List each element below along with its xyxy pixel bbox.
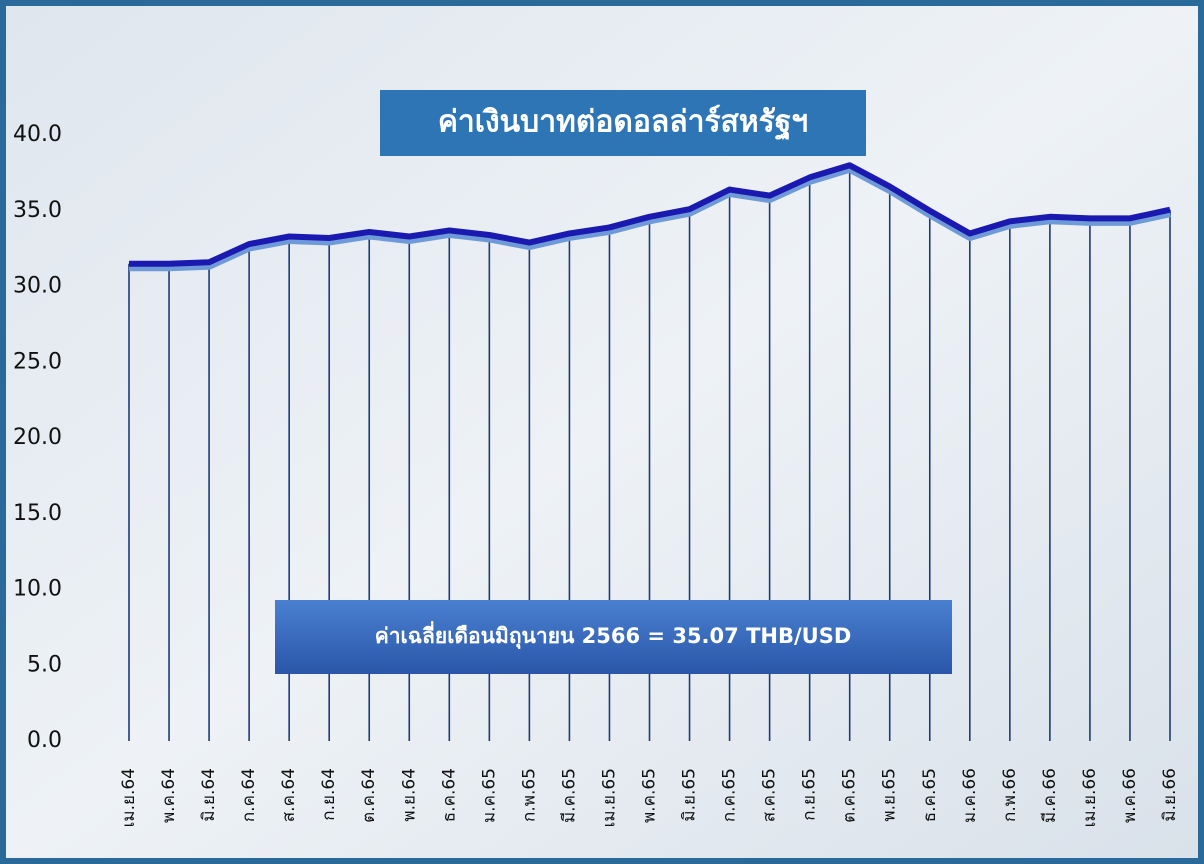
y-tick-label: 15.0 [13,501,62,526]
x-tick-label: พ.ค.65 [640,768,660,823]
x-tick-label: ม.ค.65 [479,768,499,823]
x-tick-label: ก.พ.66 [1000,768,1020,822]
y-tick-label: 5.0 [27,652,62,677]
x-tick-label: ก.ย.64 [319,768,339,821]
y-tick-label: 0.0 [27,728,62,753]
x-tick-label: ส.ค.64 [279,768,299,822]
x-tick-label: เม.ย.65 [599,768,619,827]
x-tick-label: ธ.ค.65 [920,768,940,822]
x-tick-label: ต.ค.65 [840,768,860,823]
x-tick-label: มิ.ย.66 [1160,768,1180,822]
y-tick-label: 30.0 [13,274,62,299]
chart-title: ค่าเงินบาทต่อดอลล่าร์สหรัฐฯ [438,105,808,142]
x-tick-label: เม.ย.64 [119,768,139,827]
x-tick-label: พ.ค.66 [1120,768,1140,823]
x-tick-label: ธ.ค.64 [439,768,459,822]
x-tick-label: พ.ย.65 [880,768,900,822]
x-tick-label: ก.ค.64 [239,768,259,822]
x-tick-label: มี.ค.66 [1040,768,1060,823]
x-tick-label: ส.ค.65 [760,768,780,822]
x-tick-label: เม.ย.66 [1080,768,1100,827]
x-tick-label: มิ.ย.64 [199,768,219,822]
x-tick-label: ก.พ.65 [519,768,539,822]
y-tick-label: 25.0 [13,349,62,374]
x-tick-label: พ.ค.64 [159,768,179,823]
line-shadow [129,165,1171,272]
x-tick-label: มิ.ย.65 [680,768,700,822]
y-tick-label: 40.0 [13,122,62,147]
x-tick-label: ม.ค.66 [960,768,980,823]
x-tick-label: ก.ย.65 [800,768,820,821]
x-tick-label: ก.ค.65 [720,768,740,822]
x-tick-label: พ.ย.64 [399,768,419,822]
annotation: ค่าเฉลี่ยเดือนมิถุนายน 2566 = 35.07 THB/… [375,620,852,650]
x-tick-label: มี.ค.65 [559,768,579,823]
line [129,162,1171,267]
y-tick-label: 20.0 [13,425,62,450]
y-tick-label: 35.0 [13,198,62,223]
title-box [380,90,866,156]
x-tick-label: ต.ค.64 [359,768,379,823]
annotation-box [275,600,952,674]
y-tick-label: 10.0 [13,577,62,602]
